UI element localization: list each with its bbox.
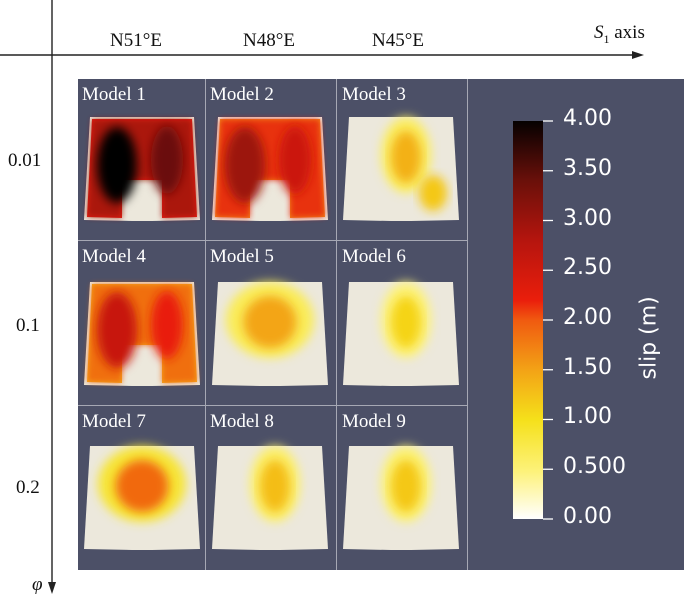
fault-model xyxy=(84,117,200,221)
grid-hline-1 xyxy=(78,240,467,241)
slip-peak xyxy=(225,127,265,203)
colorbar-tick-label: 2.50 xyxy=(563,255,612,280)
model-label: Model 4 xyxy=(82,246,146,267)
slip-peak xyxy=(97,127,137,203)
colorbar-tick-label: 1.50 xyxy=(563,355,612,380)
fault-model xyxy=(343,446,459,550)
x-axis-label: S1 axis xyxy=(594,22,645,47)
y-axis-arrowhead xyxy=(48,582,56,594)
x-axis-arrowhead xyxy=(632,51,644,59)
grid-vline-1 xyxy=(205,79,206,570)
slip-peak xyxy=(260,460,290,512)
slip-peak xyxy=(391,296,421,348)
fault-model xyxy=(343,282,459,386)
fault-model xyxy=(212,282,328,386)
column-label-n45e: N45°E xyxy=(372,30,424,51)
slip-peak xyxy=(279,126,311,194)
fault-model xyxy=(343,117,459,221)
grid-vline-2 xyxy=(336,79,337,570)
colorbar-title: slip (m) xyxy=(636,296,662,380)
colorbar-tick-label: 4.00 xyxy=(563,106,612,131)
model-label: Model 9 xyxy=(342,411,406,432)
colorbar-tick-label: 1.00 xyxy=(563,404,612,429)
model-label: Model 8 xyxy=(210,411,274,432)
slip-peak xyxy=(391,131,421,183)
slip-peak xyxy=(391,460,421,512)
slip-patch xyxy=(419,175,447,211)
fault-model xyxy=(212,446,328,550)
colorbar-tick-label: 0.500 xyxy=(563,454,626,479)
colorbar-ticks xyxy=(543,120,553,520)
fault-model xyxy=(84,282,200,386)
x-axis-label-text: axis xyxy=(609,22,645,43)
row-label-phi-01: 0.1 xyxy=(16,315,40,336)
slip-peak xyxy=(151,291,183,359)
y-axis-label: φ xyxy=(32,574,43,595)
model-label: Model 3 xyxy=(342,84,406,105)
model-label: Model 1 xyxy=(82,84,146,105)
slip-peak xyxy=(243,296,297,348)
column-label-n51e: N51°E xyxy=(110,30,162,51)
colorbar-tick-label: 3.50 xyxy=(563,156,612,181)
fault-model xyxy=(84,446,200,550)
grid-hline-2 xyxy=(78,405,467,406)
slip-peak xyxy=(97,292,137,368)
colorbar-tick-label: 2.00 xyxy=(563,305,612,330)
x-axis-label-subscript: 1 xyxy=(603,31,610,46)
slip-peak xyxy=(115,460,169,512)
row-label-phi-001: 0.01 xyxy=(8,150,42,171)
fault-model xyxy=(212,117,328,221)
colorbar-tick-label: 3.00 xyxy=(563,206,612,231)
colorbar-tick-label: 0.00 xyxy=(563,504,612,529)
grid-vline-3 xyxy=(467,79,468,570)
column-label-n48e: N48°E xyxy=(243,30,295,51)
row-label-phi-02: 0.2 xyxy=(16,477,40,498)
colorbar xyxy=(513,121,543,519)
model-label: Model 6 xyxy=(342,246,406,267)
model-label: Model 5 xyxy=(210,246,274,267)
slip-peak xyxy=(151,126,183,194)
model-label: Model 7 xyxy=(82,411,146,432)
x-axis-label-symbol: S xyxy=(594,22,604,43)
model-label: Model 2 xyxy=(210,84,274,105)
